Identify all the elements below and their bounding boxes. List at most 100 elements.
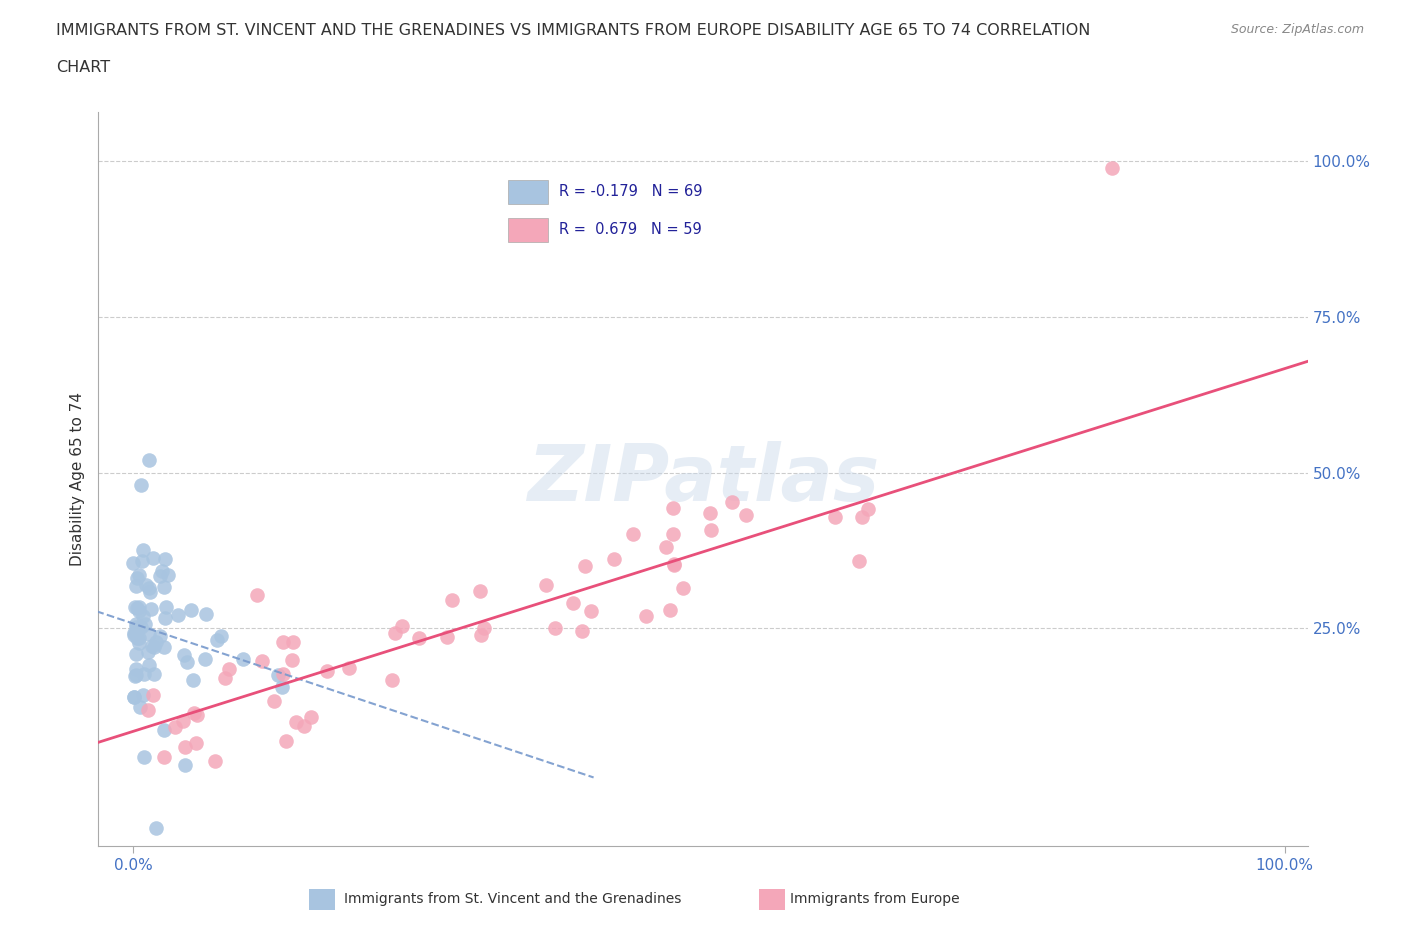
Point: [655, 539, 678, 554]
Point: [544, 620, 567, 635]
Point: [153, 750, 176, 764]
Point: [824, 510, 846, 525]
Text: Immigrants from St. Vincent and the Grenadines: Immigrants from St. Vincent and the Gren…: [344, 892, 682, 907]
Point: [699, 506, 721, 521]
Point: [267, 667, 290, 682]
Point: [141, 639, 163, 654]
Point: [271, 666, 294, 681]
Point: [186, 708, 208, 723]
Point: [153, 551, 176, 566]
Point: [156, 567, 179, 582]
Point: [125, 667, 148, 682]
Point: [662, 556, 685, 571]
Point: [721, 495, 744, 510]
Point: [135, 578, 157, 592]
Point: [166, 607, 188, 622]
Point: [139, 585, 162, 600]
Point: [142, 666, 165, 681]
Text: ZIPatlas: ZIPatlas: [527, 441, 879, 517]
Point: [172, 713, 194, 728]
Point: [299, 710, 322, 724]
Point: [621, 526, 644, 541]
Point: [700, 523, 723, 538]
Point: [122, 628, 145, 643]
Point: [122, 556, 145, 571]
Point: [134, 667, 156, 682]
Point: [124, 669, 146, 684]
Point: [128, 599, 150, 614]
Point: [138, 453, 160, 468]
Point: [125, 617, 148, 631]
Point: [536, 578, 558, 592]
Point: [194, 652, 217, 667]
Point: [128, 631, 150, 645]
Point: [292, 718, 315, 733]
Point: [734, 508, 756, 523]
Point: [153, 722, 176, 737]
Point: [124, 600, 146, 615]
Point: [571, 623, 593, 638]
Point: [195, 606, 218, 621]
Text: IMMIGRANTS FROM ST. VINCENT AND THE GRENADINES VS IMMIGRANTS FROM EUROPE DISABIL: IMMIGRANTS FROM ST. VINCENT AND THE GREN…: [56, 23, 1091, 38]
Point: [381, 672, 404, 687]
Text: Immigrants from Europe: Immigrants from Europe: [790, 892, 960, 907]
Point: [284, 714, 307, 729]
Point: [436, 630, 458, 644]
Point: [127, 631, 149, 646]
Y-axis label: Disability Age 65 to 74: Disability Age 65 to 74: [69, 392, 84, 566]
Point: [848, 554, 870, 569]
Point: [856, 501, 879, 516]
Point: [163, 720, 186, 735]
Point: [176, 655, 198, 670]
Point: [581, 604, 603, 618]
Point: [250, 654, 273, 669]
Point: [280, 652, 302, 667]
Point: [122, 626, 145, 641]
Point: [138, 580, 160, 595]
Point: [391, 619, 413, 634]
Point: [138, 627, 160, 642]
Point: [174, 758, 197, 773]
Point: [470, 584, 492, 599]
Point: [129, 619, 152, 634]
Point: [150, 564, 173, 578]
Point: [153, 579, 176, 594]
Point: [125, 578, 148, 593]
Point: [136, 702, 159, 717]
Point: [662, 526, 685, 541]
Point: [1101, 160, 1123, 175]
Point: [153, 640, 176, 655]
Point: [124, 661, 146, 676]
Point: [662, 500, 685, 515]
Text: Source: ZipAtlas.com: Source: ZipAtlas.com: [1230, 23, 1364, 36]
Point: [122, 689, 145, 704]
Point: [274, 734, 297, 749]
Point: [664, 557, 686, 572]
Text: CHART: CHART: [56, 60, 110, 75]
Point: [134, 617, 156, 631]
Point: [186, 736, 208, 751]
Point: [209, 629, 232, 644]
Point: [472, 620, 495, 635]
Point: [173, 647, 195, 662]
Point: [384, 625, 406, 640]
Point: [122, 690, 145, 705]
Point: [263, 694, 285, 709]
Point: [132, 750, 155, 764]
Point: [149, 629, 172, 644]
Point: [271, 635, 294, 650]
Point: [125, 626, 148, 641]
Point: [132, 542, 155, 557]
Point: [128, 567, 150, 582]
Point: [129, 478, 152, 493]
Point: [603, 551, 626, 566]
Point: [127, 601, 149, 616]
Point: [204, 753, 226, 768]
Point: [180, 603, 202, 618]
Point: [245, 588, 267, 603]
Point: [138, 644, 160, 659]
Point: [143, 640, 166, 655]
Point: [470, 628, 492, 643]
Point: [132, 608, 155, 623]
Point: [155, 611, 177, 626]
